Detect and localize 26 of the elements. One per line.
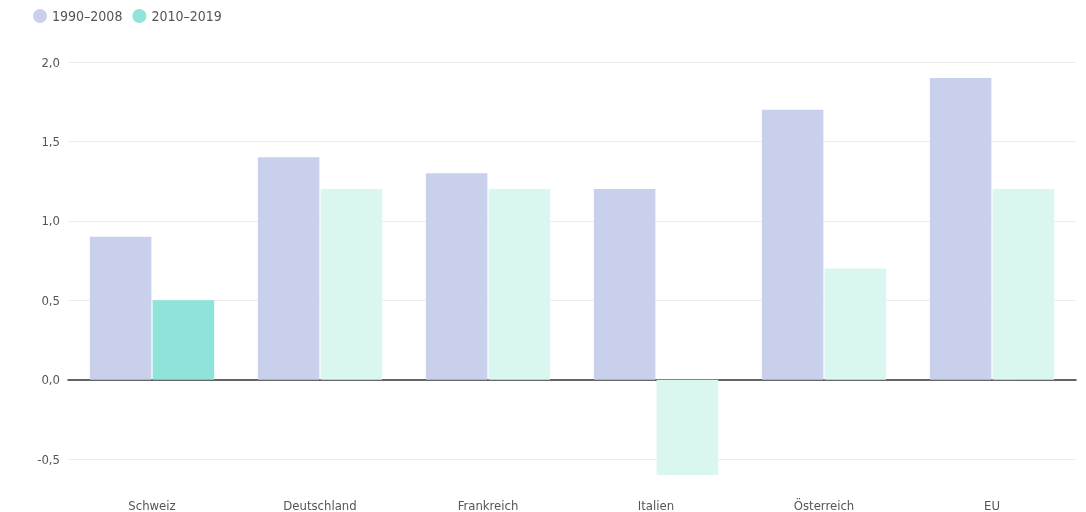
bar bbox=[320, 189, 383, 380]
y-tick-label: 2,0 bbox=[41, 54, 60, 70]
bar bbox=[761, 109, 824, 380]
y-tick-label: -0,5 bbox=[37, 451, 60, 467]
x-tick-label: Italien bbox=[637, 498, 675, 512]
bar bbox=[656, 379, 719, 475]
y-tick-label: 1,5 bbox=[41, 133, 60, 149]
x-tick-label: Frankreich bbox=[457, 498, 519, 512]
bar bbox=[425, 173, 488, 380]
x-tick-label: Österreich bbox=[793, 497, 855, 512]
y-tick-label: 0,0 bbox=[41, 372, 60, 388]
bar bbox=[89, 236, 152, 380]
bar bbox=[929, 77, 992, 380]
y-tick-label: 0,5 bbox=[41, 292, 60, 308]
bar bbox=[593, 189, 656, 380]
legend-label: 1990–2008 bbox=[52, 8, 123, 24]
x-tick-label: Schweiz bbox=[128, 498, 176, 512]
bar bbox=[488, 189, 551, 380]
legend-label: 2010–2019 bbox=[151, 8, 222, 24]
y-tick-label: 1,0 bbox=[41, 213, 60, 229]
bar bbox=[992, 189, 1055, 380]
bar bbox=[152, 300, 215, 380]
bar bbox=[824, 268, 887, 380]
bar bbox=[257, 157, 320, 380]
x-tick-label: Deutschland bbox=[283, 498, 357, 512]
x-tick-label: EU bbox=[984, 498, 1000, 512]
